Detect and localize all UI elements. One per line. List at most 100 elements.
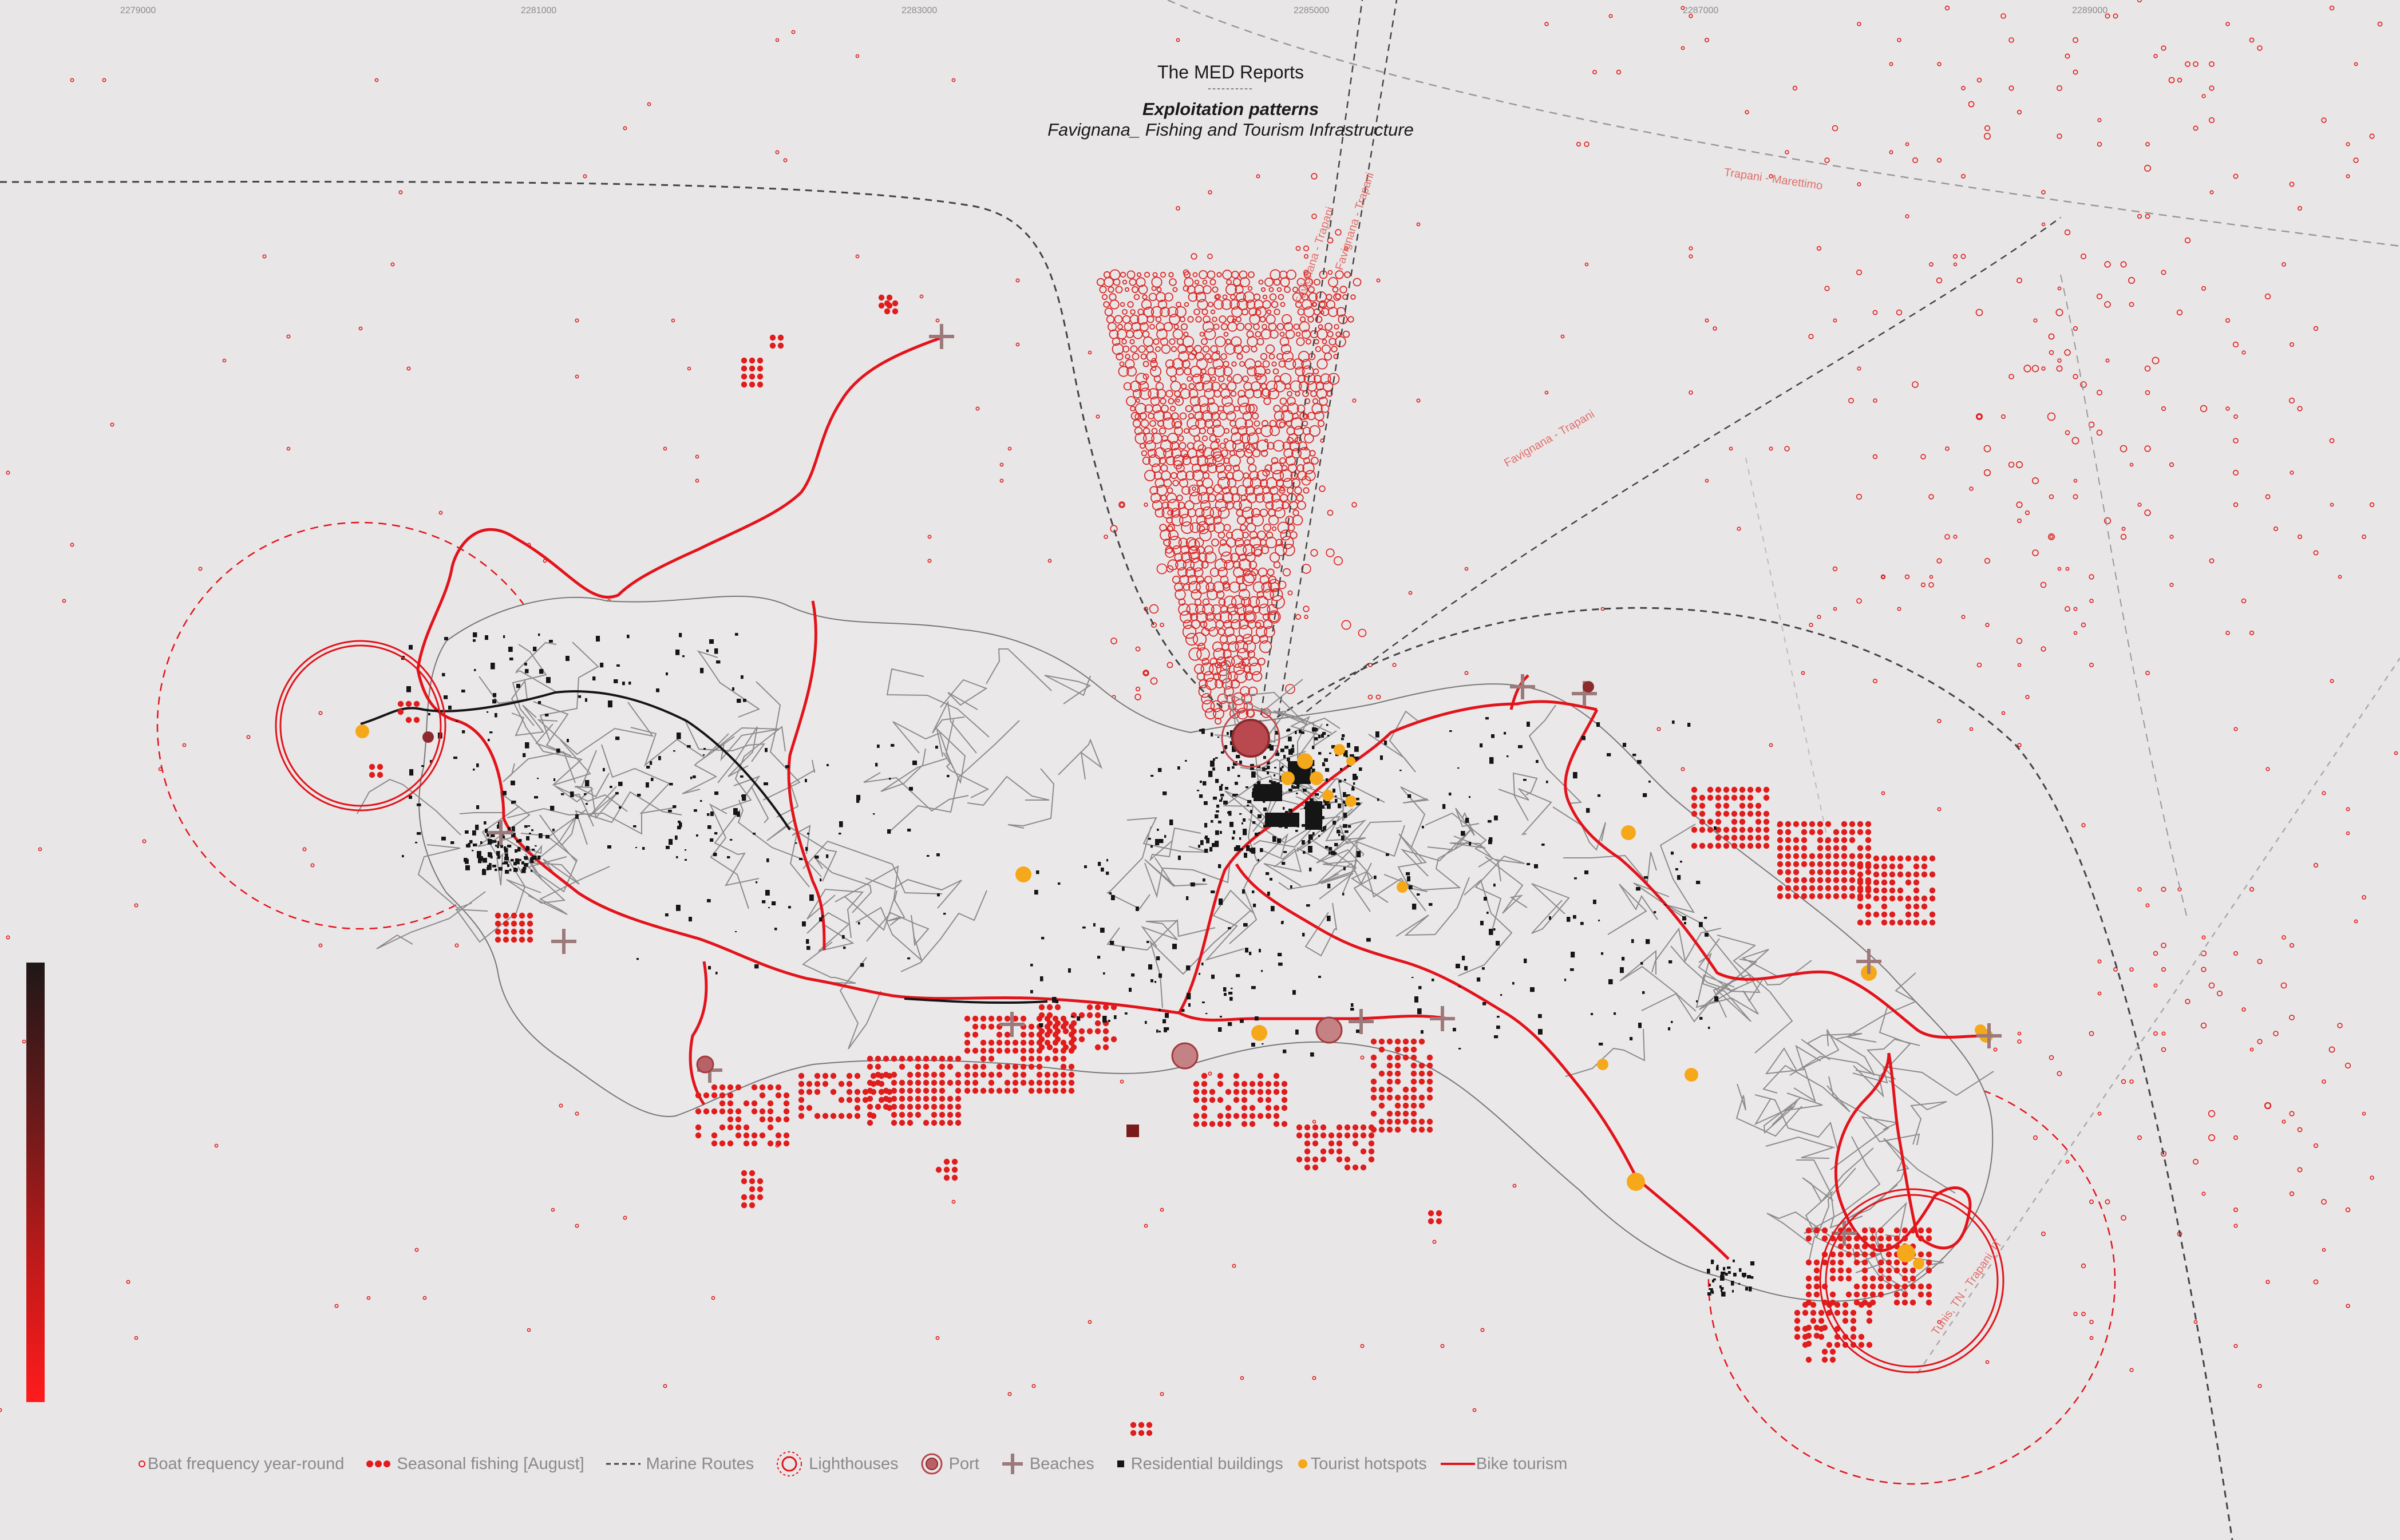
boat-frequency-mark	[1196, 647, 1210, 661]
boat-frequency-mark	[527, 1328, 531, 1332]
boat-frequency-mark	[1824, 157, 1830, 163]
boat-frequency-mark	[1135, 373, 1148, 385]
boat-frequency-mark	[1238, 625, 1252, 639]
building	[1232, 837, 1235, 840]
building	[1224, 993, 1227, 996]
boat-frequency-mark	[1258, 658, 1266, 666]
fishing-dot	[749, 373, 756, 380]
fishing-dot	[1273, 1104, 1280, 1111]
fishing-dot	[1038, 1004, 1045, 1011]
boat-frequency-mark	[1104, 277, 1114, 287]
building	[550, 806, 555, 811]
building	[1185, 760, 1187, 762]
fishing-dot	[1273, 1088, 1280, 1095]
fishing-dot	[862, 1096, 869, 1103]
boat-frequency-mark	[1212, 286, 1219, 293]
building	[1278, 963, 1283, 966]
fishing-dot	[1801, 845, 1808, 852]
building	[1201, 963, 1204, 965]
boat-frequency-mark	[2322, 1248, 2326, 1252]
building	[482, 869, 487, 876]
building	[1310, 1052, 1314, 1057]
boat-frequency-mark	[1281, 405, 1289, 413]
fishing-dot	[751, 1108, 758, 1115]
fishing-dot	[878, 302, 885, 309]
boat-frequency-mark	[1122, 309, 1128, 315]
fishing-dot	[939, 1087, 946, 1094]
fishing-dot	[1004, 1031, 1011, 1038]
boat-frequency-mark	[2184, 237, 2191, 244]
fishing-dot	[1691, 842, 1698, 849]
boat-frequency-mark	[1200, 500, 1211, 511]
boat-frequency-mark	[1210, 309, 1216, 315]
fishing-dot	[775, 1116, 782, 1123]
fishing-dot	[1094, 1012, 1101, 1019]
boat-frequency-mark	[1689, 390, 1693, 395]
building	[1212, 843, 1215, 848]
boat-frequency-mark	[2057, 286, 2062, 291]
boat-frequency-mark	[1304, 615, 1308, 619]
boat-frequency-mark	[1224, 627, 1235, 637]
building	[875, 763, 878, 767]
building	[1215, 814, 1219, 818]
boat-frequency-mark	[1212, 358, 1224, 370]
hollow-circle-icon	[139, 1460, 145, 1467]
boat-frequency-mark	[2001, 711, 2006, 715]
fishing-dot	[931, 1055, 938, 1062]
boat-frequency-mark	[1252, 389, 1262, 399]
dot-cluster-icon	[366, 1460, 391, 1467]
fishing-dot	[951, 1174, 958, 1181]
boat-frequency-mark	[1600, 607, 1605, 611]
building	[1287, 729, 1291, 731]
road	[1888, 1080, 1947, 1145]
fishing-dot	[1865, 893, 1872, 900]
boat-frequency-mark	[1983, 445, 1991, 453]
building	[1343, 813, 1347, 818]
fishing-dot	[846, 1113, 853, 1119]
fishing-dot	[503, 936, 509, 943]
bike-route	[416, 336, 1598, 1015]
building	[1204, 849, 1208, 853]
fishing-dot	[996, 1015, 1003, 1022]
boat-frequency-mark	[1208, 190, 1212, 195]
boat-frequency-mark	[1254, 420, 1260, 427]
boat-frequency-mark	[1248, 464, 1257, 473]
fishing-dot	[1805, 1356, 1812, 1363]
fishing-dot	[1821, 1227, 1828, 1234]
building	[1721, 1292, 1726, 1297]
building	[1696, 1000, 1698, 1003]
fishing-dot	[1842, 1317, 1849, 1324]
fishing-dot	[1865, 919, 1872, 926]
boat-frequency-mark	[1253, 293, 1261, 301]
fishing-dot	[1833, 837, 1840, 844]
boat-frequency-mark	[1213, 390, 1221, 398]
fishing-dot	[1054, 1020, 1061, 1027]
building	[402, 855, 404, 858]
fishing-dot	[1707, 786, 1714, 793]
boat-frequency-mark	[1189, 395, 1201, 407]
fishing-dot	[1410, 1102, 1417, 1109]
boat-frequency-mark	[1689, 14, 1693, 18]
boat-frequency-mark	[1276, 323, 1284, 331]
building	[533, 647, 537, 651]
boat-frequency-mark	[1270, 588, 1283, 601]
boat-frequency-mark	[2161, 406, 2166, 411]
boat-frequency-mark	[1283, 544, 1295, 556]
boat-frequency-mark	[6, 470, 10, 475]
fishing-dot	[1715, 810, 1722, 817]
boat-frequency-mark	[1344, 246, 1349, 251]
fishing-dot	[1046, 1044, 1053, 1051]
fishing-dot	[1044, 1039, 1051, 1046]
boat-frequency-mark	[1261, 581, 1272, 593]
boat-frequency-mark	[1188, 545, 1197, 555]
boat-frequency-mark	[1322, 339, 1327, 345]
fishing-dot	[1845, 1267, 1852, 1274]
fishing-dot	[1763, 786, 1770, 793]
building	[1292, 745, 1294, 748]
boat-frequency-mark	[1310, 390, 1317, 397]
building	[1164, 835, 1167, 838]
boat-frequency-mark	[2008, 374, 2014, 379]
fishing-dot	[1873, 855, 1880, 862]
road	[887, 720, 1020, 834]
fishing-dot	[741, 373, 748, 380]
